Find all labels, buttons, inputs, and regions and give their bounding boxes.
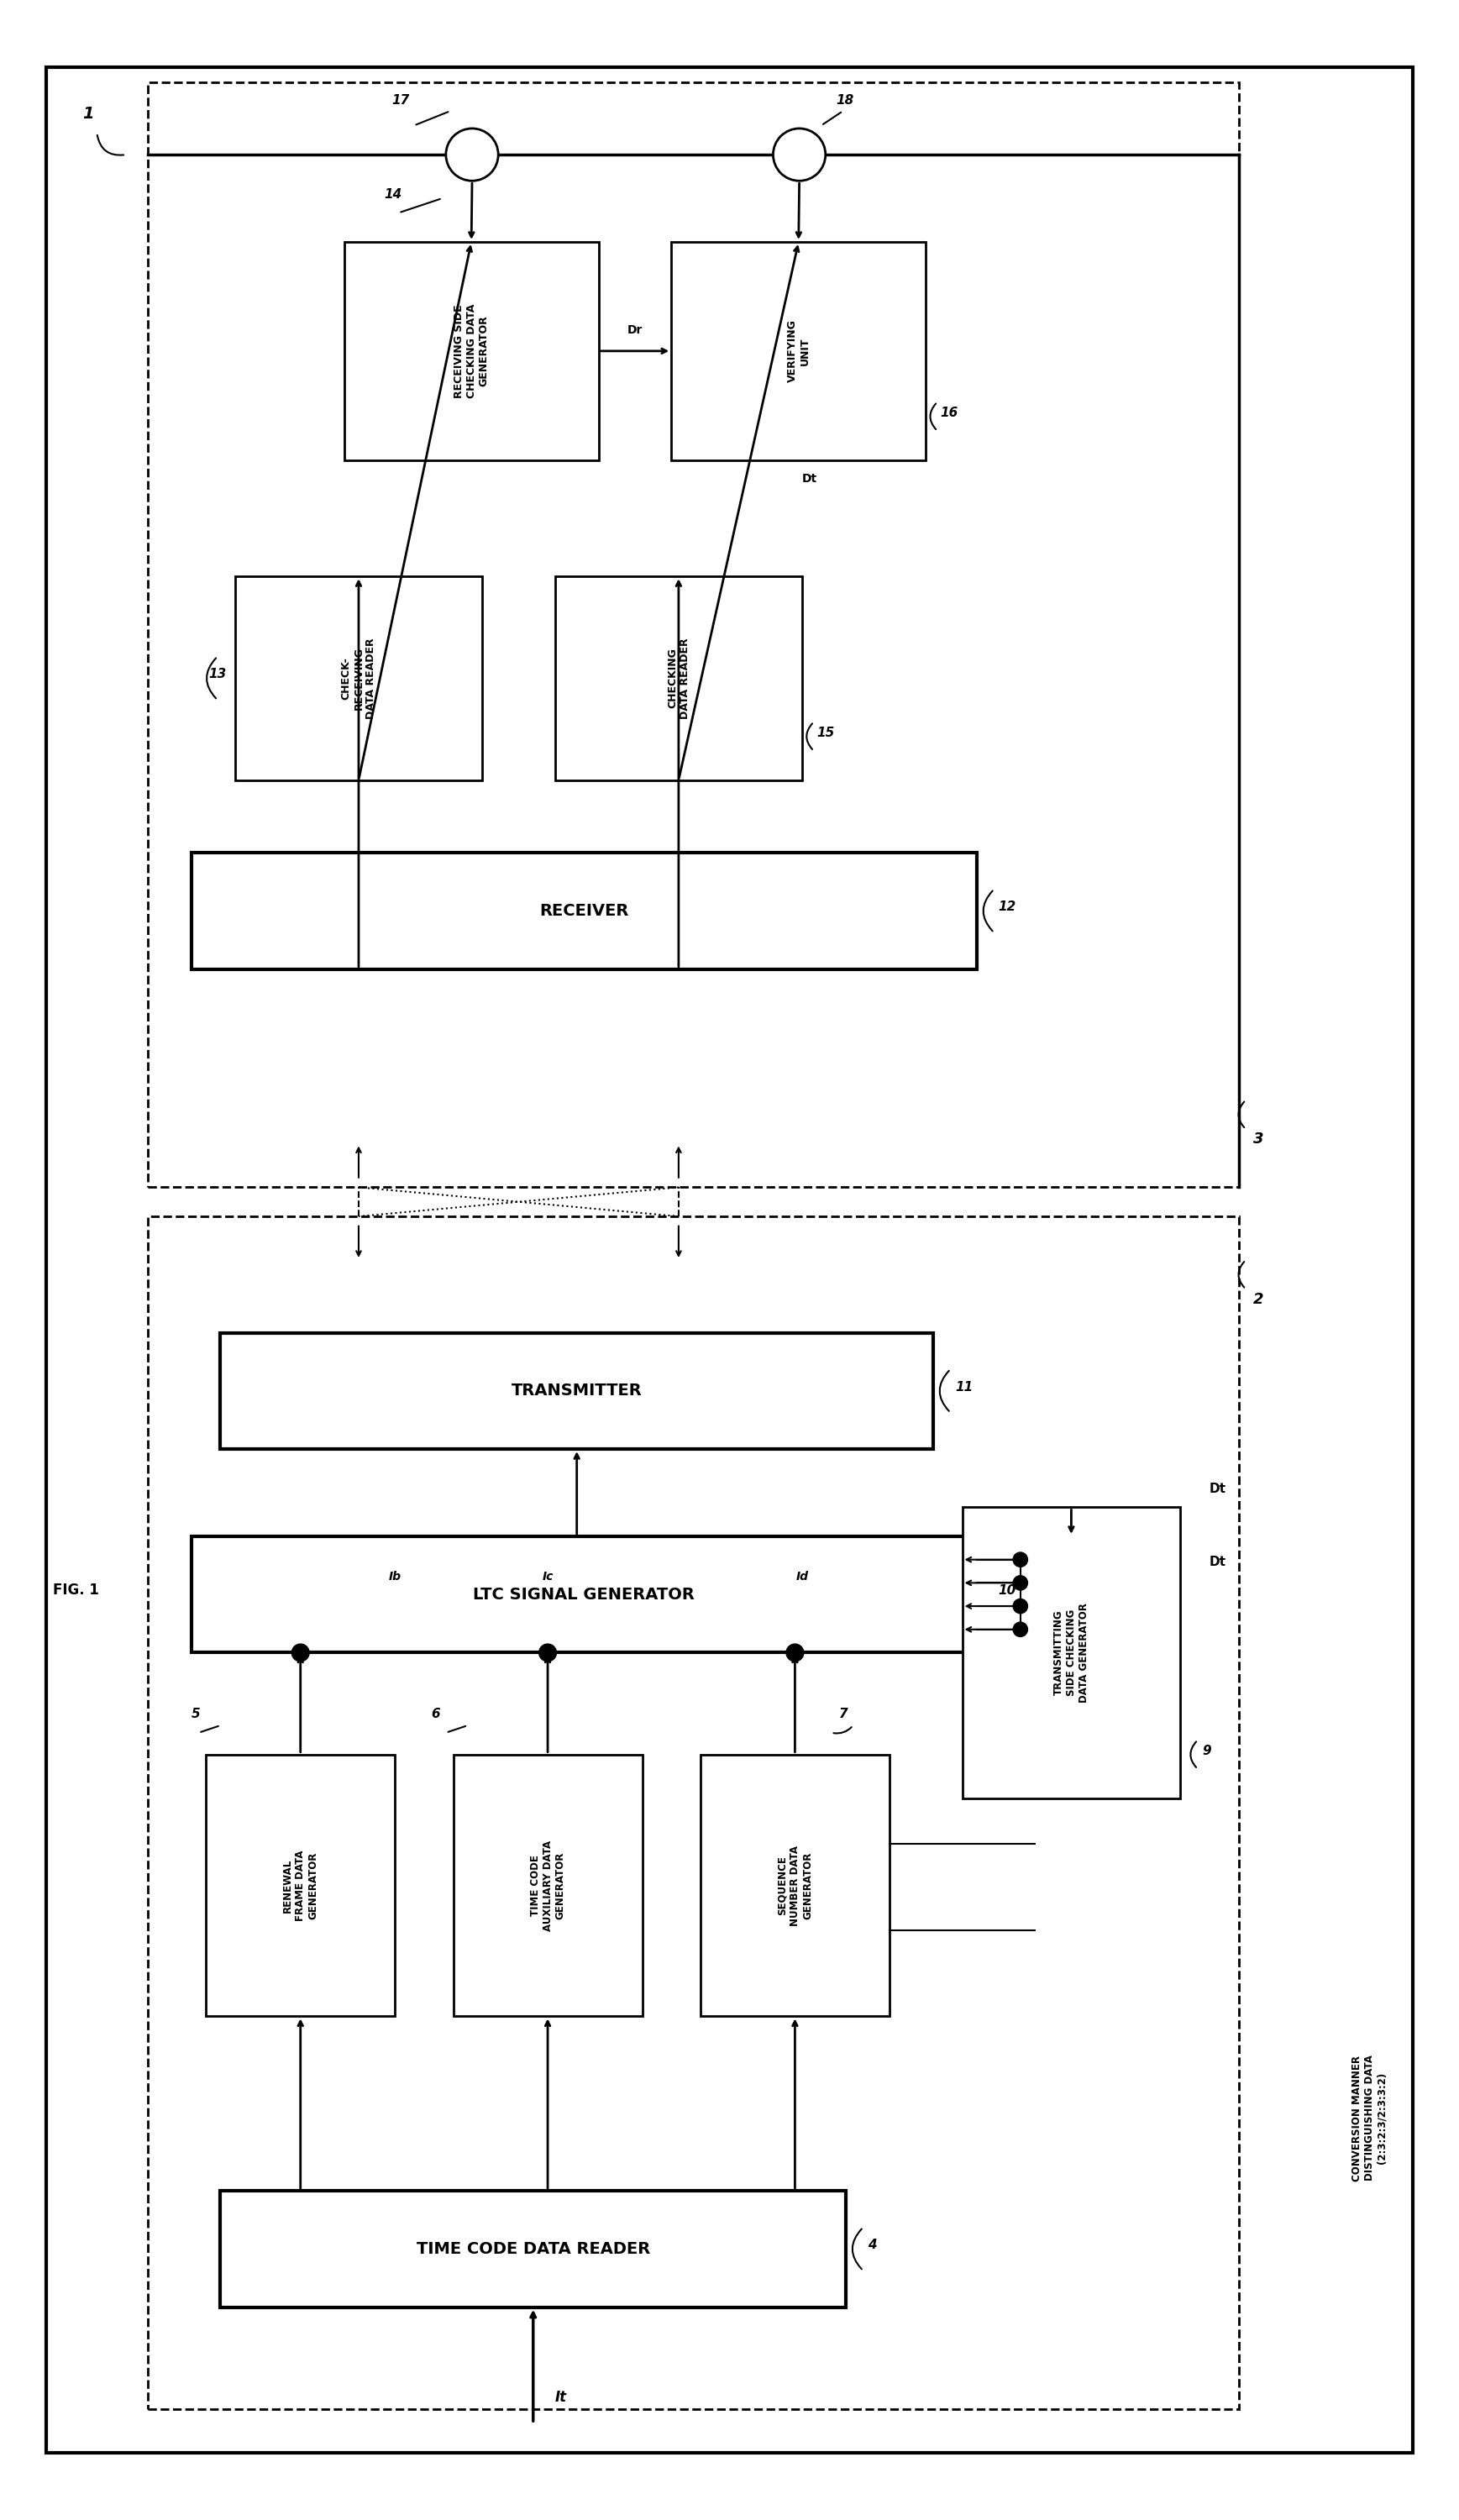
Text: Ic: Ic <box>543 1570 553 1583</box>
Text: 1: 1 <box>82 106 93 121</box>
Text: 4: 4 <box>868 2238 877 2250</box>
Bar <box>700 1754 890 2016</box>
Text: TRANSMITTER: TRANSMITTER <box>512 1383 642 1399</box>
Text: Dt: Dt <box>802 474 817 484</box>
Circle shape <box>1013 1575 1027 1590</box>
Text: RECEIVING SIDE
CHECKING DATA
GENERATOR: RECEIVING SIDE CHECKING DATA GENERATOR <box>454 305 489 398</box>
Text: TIME CODE DATA READER: TIME CODE DATA READER <box>416 2240 651 2258</box>
Text: 10: 10 <box>998 1585 1017 1598</box>
Text: LTC SIGNAL GENERATOR: LTC SIGNAL GENERATOR <box>473 1588 694 1603</box>
Circle shape <box>1013 1552 1027 1567</box>
Circle shape <box>538 1643 556 1661</box>
Text: 18: 18 <box>836 93 854 106</box>
Bar <box>235 577 483 781</box>
Text: CONVERSION MANNER
DISTINGUISHING DATA
(2:3:2:3/2:3:3:2): CONVERSION MANNER DISTINGUISHING DATA (2… <box>1351 2056 1388 2182</box>
Text: TIME CODE
AUXILIARY DATA
GENERATOR: TIME CODE AUXILIARY DATA GENERATOR <box>530 1840 566 1930</box>
Circle shape <box>1013 1598 1027 1613</box>
Text: CHECK-
RECEIVING
DATA READER: CHECK- RECEIVING DATA READER <box>340 638 376 718</box>
Text: 16: 16 <box>941 406 959 418</box>
Text: 15: 15 <box>817 726 835 738</box>
Bar <box>220 2190 846 2308</box>
Circle shape <box>446 129 499 181</box>
Bar <box>671 242 926 461</box>
Text: It: It <box>554 2389 568 2404</box>
Text: FIG. 1: FIG. 1 <box>53 1583 99 1598</box>
Text: CHECKING
DATA READER: CHECKING DATA READER <box>667 638 690 718</box>
Bar <box>344 242 598 461</box>
Text: VERIFYING
UNIT: VERIFYING UNIT <box>786 320 810 383</box>
Circle shape <box>786 1643 804 1661</box>
Text: 17: 17 <box>392 93 410 106</box>
Text: Id: Id <box>797 1570 808 1583</box>
Text: 12: 12 <box>998 900 1017 912</box>
Bar <box>147 1217 1239 2409</box>
Text: Dt: Dt <box>1210 1555 1226 1567</box>
Bar <box>554 577 802 781</box>
Text: RECEIVER: RECEIVER <box>540 902 629 920</box>
Text: 7: 7 <box>839 1709 848 1721</box>
Text: 5: 5 <box>191 1709 200 1721</box>
Text: TRANSMITTING
SIDE CHECKING
DATA GENERATOR: TRANSMITTING SIDE CHECKING DATA GENERATO… <box>1053 1603 1090 1704</box>
Circle shape <box>292 1643 309 1661</box>
Text: Dr: Dr <box>627 325 642 335</box>
Text: 3: 3 <box>1253 1131 1263 1147</box>
Text: 13: 13 <box>209 668 226 680</box>
Text: Dt: Dt <box>1210 1482 1226 1494</box>
Text: 2: 2 <box>1253 1293 1263 1308</box>
Circle shape <box>773 129 826 181</box>
Text: RENEWAL
FRAME DATA
GENERATOR: RENEWAL FRAME DATA GENERATOR <box>283 1850 318 1920</box>
Text: SEQUENCE
NUMBER DATA
GENERATOR: SEQUENCE NUMBER DATA GENERATOR <box>776 1845 813 1925</box>
Circle shape <box>1013 1623 1027 1635</box>
Text: Ib: Ib <box>388 1570 401 1583</box>
Text: 11: 11 <box>956 1381 973 1394</box>
Bar <box>206 1754 395 2016</box>
Bar <box>961 1507 1180 1799</box>
Bar <box>220 1333 934 1449</box>
Bar <box>191 1537 976 1653</box>
Text: 9: 9 <box>1202 1744 1211 1756</box>
Bar <box>191 852 976 970</box>
Bar <box>147 83 1239 1187</box>
Text: 14: 14 <box>384 189 401 202</box>
Text: 6: 6 <box>432 1709 441 1721</box>
Bar <box>454 1754 642 2016</box>
